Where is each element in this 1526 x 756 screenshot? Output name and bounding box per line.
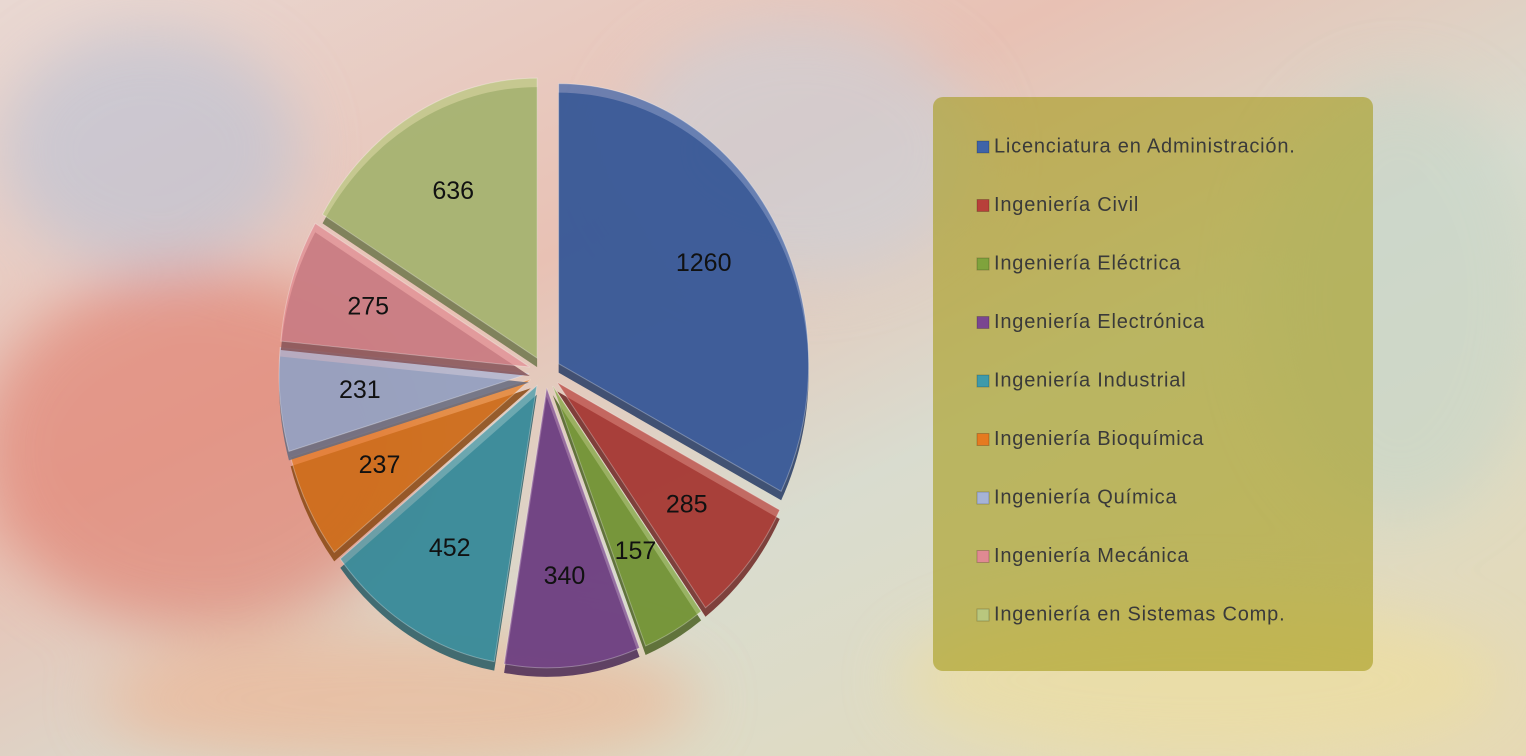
- pie-slice: [278, 346, 530, 453]
- legend-label: Ingeniería Mecánica: [994, 545, 1189, 567]
- legend-label: Licenciatura en Administración.: [994, 135, 1296, 157]
- data-label: 231: [339, 376, 381, 404]
- pie-slice: [503, 387, 641, 669]
- data-label: 1260: [676, 249, 732, 277]
- pie-slice: [321, 77, 538, 360]
- data-label: 157: [615, 537, 657, 565]
- legend-label: Ingeniería Civil: [994, 194, 1139, 216]
- legend-marker: [976, 140, 990, 154]
- legend-label: Ingeniería en Sistemas Comp.: [994, 603, 1285, 625]
- legend-marker: [976, 491, 990, 505]
- data-label: 285: [666, 490, 708, 518]
- data-label: 237: [359, 451, 401, 479]
- data-label: 275: [347, 292, 389, 320]
- legend-marker: [976, 199, 990, 212]
- legend-label: Ingeniería Eléctrica: [994, 252, 1181, 274]
- legend-label: Ingeniería Industrial: [994, 369, 1186, 391]
- pie: 1260 285 157 340 452 237 231 275 636: [278, 77, 810, 677]
- legend-marker: [976, 257, 990, 271]
- data-label: 636: [432, 177, 474, 205]
- legend-marker: [976, 550, 990, 563]
- pie-slice: [558, 83, 810, 492]
- pie-slice: [280, 222, 531, 368]
- legend-box: [933, 97, 1373, 671]
- legend-label: Ingeniería Bioquímica: [994, 428, 1204, 450]
- legend-marker: [976, 374, 990, 388]
- pie-slice: [552, 385, 702, 647]
- legend: Licenciatura en Administración. Ingenierí…: [976, 135, 1296, 625]
- legend-marker: [976, 433, 990, 446]
- legend-marker: [976, 608, 990, 622]
- legend-label: Ingeniería Química: [994, 486, 1177, 508]
- legend-marker: [976, 316, 990, 329]
- pie-slice: [556, 381, 781, 609]
- data-label: 340: [544, 562, 586, 590]
- pie-slice: [339, 384, 538, 663]
- legend-label: Ingeniería Electrónica: [994, 311, 1205, 333]
- data-label: 452: [429, 534, 471, 562]
